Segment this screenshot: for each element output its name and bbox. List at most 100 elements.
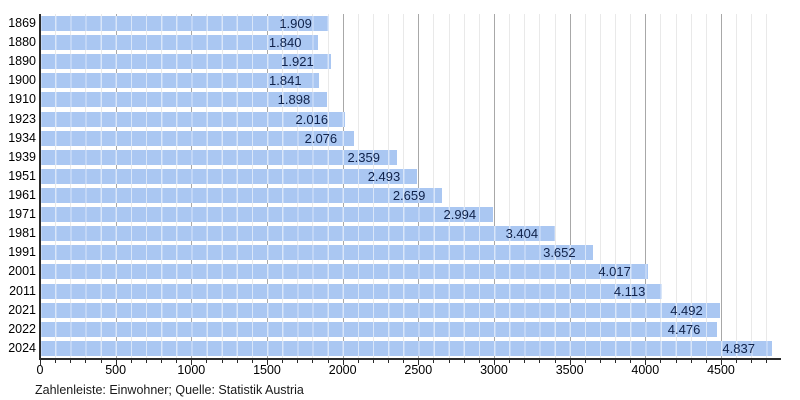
minor-gridline [70,14,72,358]
x-axis-minor-tick [705,360,707,363]
x-axis-minor-tick [312,360,314,363]
x-axis-tick-label: 1000 [177,363,206,377]
bar-value-label: 2.359 [347,149,380,165]
population-bar: 3.404 [40,226,556,242]
x-axis-major-tick [191,360,193,365]
x-axis-major-tick [115,360,117,365]
bar-value-label: 4.017 [598,264,631,280]
minor-gridline [554,14,556,358]
year-label: 1900 [8,73,36,88]
x-axis-minor-tick [100,360,102,363]
population-bar: 2.493 [40,168,418,184]
x-axis-minor-tick [509,360,511,363]
x-axis-tick-label: 4000 [631,363,660,377]
x-axis-line [39,358,781,360]
x-axis-major-tick [266,360,268,365]
bar-value-label: 2.493 [367,168,401,184]
minor-gridline [751,14,753,358]
minor-gridline [100,14,102,358]
major-gridline [569,14,571,358]
minor-gridline [297,14,299,358]
x-axis-minor-tick [357,360,359,363]
year-label: 2011 [9,283,36,298]
minor-gridline [705,14,707,358]
major-gridline [342,14,344,358]
minor-gridline [736,14,738,358]
major-gridline [645,14,647,358]
bar-value-label: 2.994 [443,207,477,223]
x-axis-tick-label: 2000 [328,363,357,377]
x-axis-minor-tick [690,360,692,363]
x-axis-minor-tick [524,360,526,363]
year-label: 1939 [8,149,36,164]
year-label: 1910 [8,92,36,107]
population-bar: 4.113 [40,283,663,299]
bar-value-label: 4.476 [667,321,701,337]
bar-value-label: 4.492 [670,302,703,318]
x-axis-minor-tick [448,360,450,363]
x-axis-minor-tick [599,360,601,363]
minor-gridline [221,14,223,358]
minor-gridline [251,14,253,358]
major-gridline [266,14,268,358]
population-bar: 1.909 [40,16,329,31]
x-axis-major-tick [569,360,571,365]
bar-value-label: 2.076 [304,130,338,146]
x-axis-minor-tick [176,360,178,363]
minor-gridline [372,14,374,358]
x-axis-minor-tick [554,360,556,363]
x-axis-major-tick [493,360,495,365]
minor-gridline [161,14,163,358]
x-axis-tick-label: 3000 [480,363,508,377]
minor-gridline [478,14,480,358]
population-bar: 1.841 [40,73,319,89]
bar-value-label: 1.841 [269,73,302,89]
minor-gridline [176,14,178,358]
minor-gridline [357,14,359,358]
minor-gridline [539,14,541,358]
year-label: 1869 [8,16,36,30]
x-axis-minor-tick [388,360,390,363]
bar-value-label: 1.898 [277,92,311,108]
x-axis-tick-label: 3500 [555,363,584,377]
population-bar: 3.652 [40,245,593,261]
minor-gridline [55,14,57,358]
x-axis-minor-tick [145,360,147,363]
major-gridline [720,14,722,358]
x-axis-minor-tick [85,360,87,363]
population-bar: 2.994 [40,207,494,223]
x-axis-tick-label: 1500 [253,363,281,377]
x-axis-minor-tick [433,360,435,363]
x-axis-minor-tick [660,360,662,363]
year-label: 2021 [8,302,36,317]
x-axis-minor-tick [584,360,586,363]
bar-value-label: 1.840 [268,35,302,51]
x-axis-minor-tick [463,360,465,363]
x-axis-major-tick [720,360,722,365]
x-axis-minor-tick [630,360,632,363]
minor-gridline [448,14,450,358]
year-label: 1961 [8,188,36,202]
population-bar: 2.359 [40,149,397,165]
x-axis-minor-tick [297,360,299,363]
minor-gridline [630,14,632,358]
x-axis-minor-tick [206,360,208,363]
x-axis-tick-label: 2500 [404,363,433,377]
population-bar: 1.898 [40,92,328,108]
x-axis-major-tick [40,360,41,365]
x-axis-minor-tick [55,360,57,363]
population-bar: 4.017 [40,264,648,280]
minor-gridline [766,14,768,358]
population-bar: 2.016 [40,111,346,127]
minor-gridline [327,14,329,358]
minor-gridline [463,14,465,358]
x-axis-minor-tick [736,360,738,363]
x-axis-minor-tick [372,360,374,363]
year-label: 1923 [8,111,36,126]
x-axis-minor-tick [478,360,480,363]
x-axis-minor-tick [70,360,72,363]
x-axis-minor-tick [615,360,617,363]
minor-gridline [145,14,147,358]
minor-gridline [236,14,238,358]
